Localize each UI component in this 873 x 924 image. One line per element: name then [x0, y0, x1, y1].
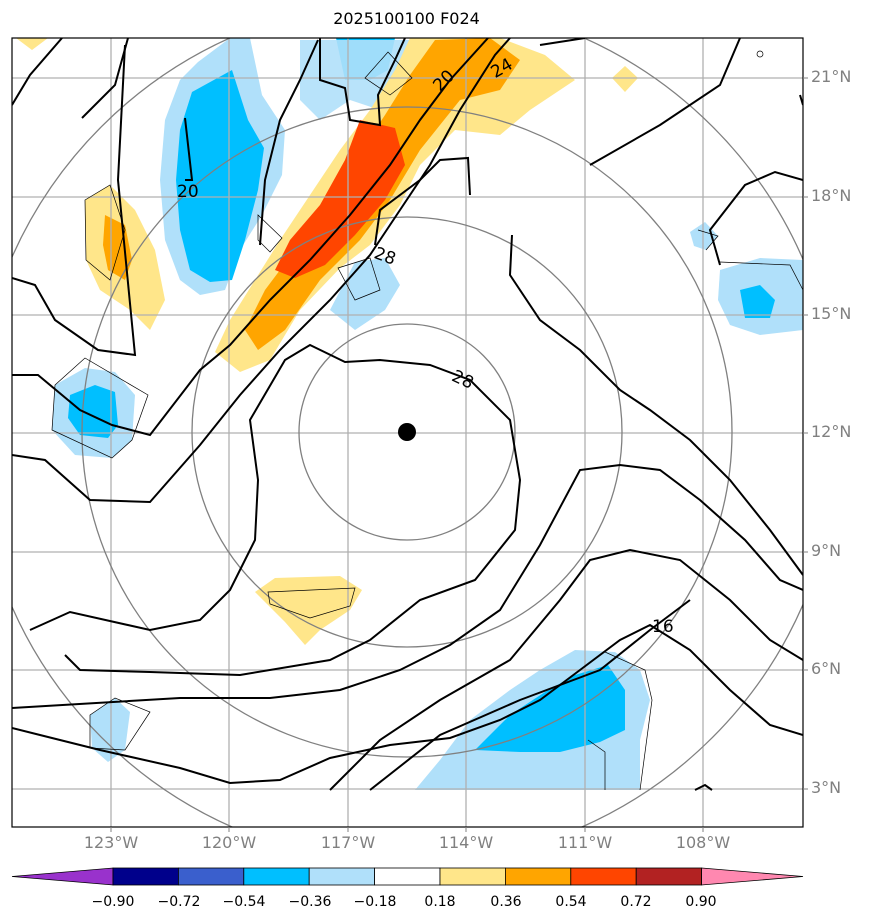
colorbar-segment	[243, 867, 310, 886]
lat-label: 3°N	[811, 778, 842, 797]
colorbar-tick-label: 0.54	[555, 894, 587, 910]
thin-contours	[51, 50, 803, 791]
lon-label: 108°W	[675, 833, 731, 852]
colorbar-segment	[439, 867, 506, 886]
lat-label: 18°N	[811, 186, 852, 205]
lat-label: 15°N	[811, 304, 852, 323]
contour-label: 20	[177, 182, 199, 202]
lon-label: 120°W	[201, 833, 257, 852]
colorbar-tick-label: 0.72	[620, 894, 652, 910]
colorbar-segment	[504, 867, 572, 886]
colorbar-tick-label: 0.36	[490, 894, 522, 910]
lon-label: 123°W	[83, 833, 139, 852]
colorbar-segment	[570, 867, 637, 886]
axis-ticks	[110, 77, 808, 832]
lat-label: 21°N	[811, 67, 852, 86]
chart-title: 2025100100 F024	[333, 9, 480, 28]
colorbar-segment	[635, 867, 703, 886]
range-rings	[12, 38, 803, 827]
colorbar-segment	[112, 867, 179, 886]
lon-label: 114°W	[438, 833, 494, 852]
colorbar-segment	[374, 867, 441, 886]
colorbar-extend-high	[701, 867, 804, 886]
colorbar	[11, 867, 804, 886]
lat-label: 6°N	[811, 659, 842, 678]
storm-center-marker	[398, 423, 416, 441]
colorbar-tick-label: −0.90	[91, 894, 135, 910]
colorbar-tick-label: 0.18	[424, 894, 456, 910]
lat-label: 12°N	[811, 422, 852, 441]
colorbar-tick-label: −0.72	[157, 894, 201, 910]
colorbar-tick-label: −0.18	[353, 894, 397, 910]
colorbar-extend-low	[11, 867, 114, 886]
lon-label: 111°W	[557, 833, 613, 852]
contour-label: 16	[652, 617, 674, 637]
colorbar-tick-label: 0.90	[685, 894, 717, 910]
colorbar-segment	[308, 867, 376, 886]
lat-label: 9°N	[811, 541, 842, 560]
lon-label: 117°W	[320, 833, 376, 852]
colorbar-tick-label: −0.36	[288, 894, 332, 910]
colorbar-tick-label: −0.54	[222, 894, 266, 910]
main-contours	[12, 38, 803, 791]
colorbar-segment	[177, 867, 245, 886]
